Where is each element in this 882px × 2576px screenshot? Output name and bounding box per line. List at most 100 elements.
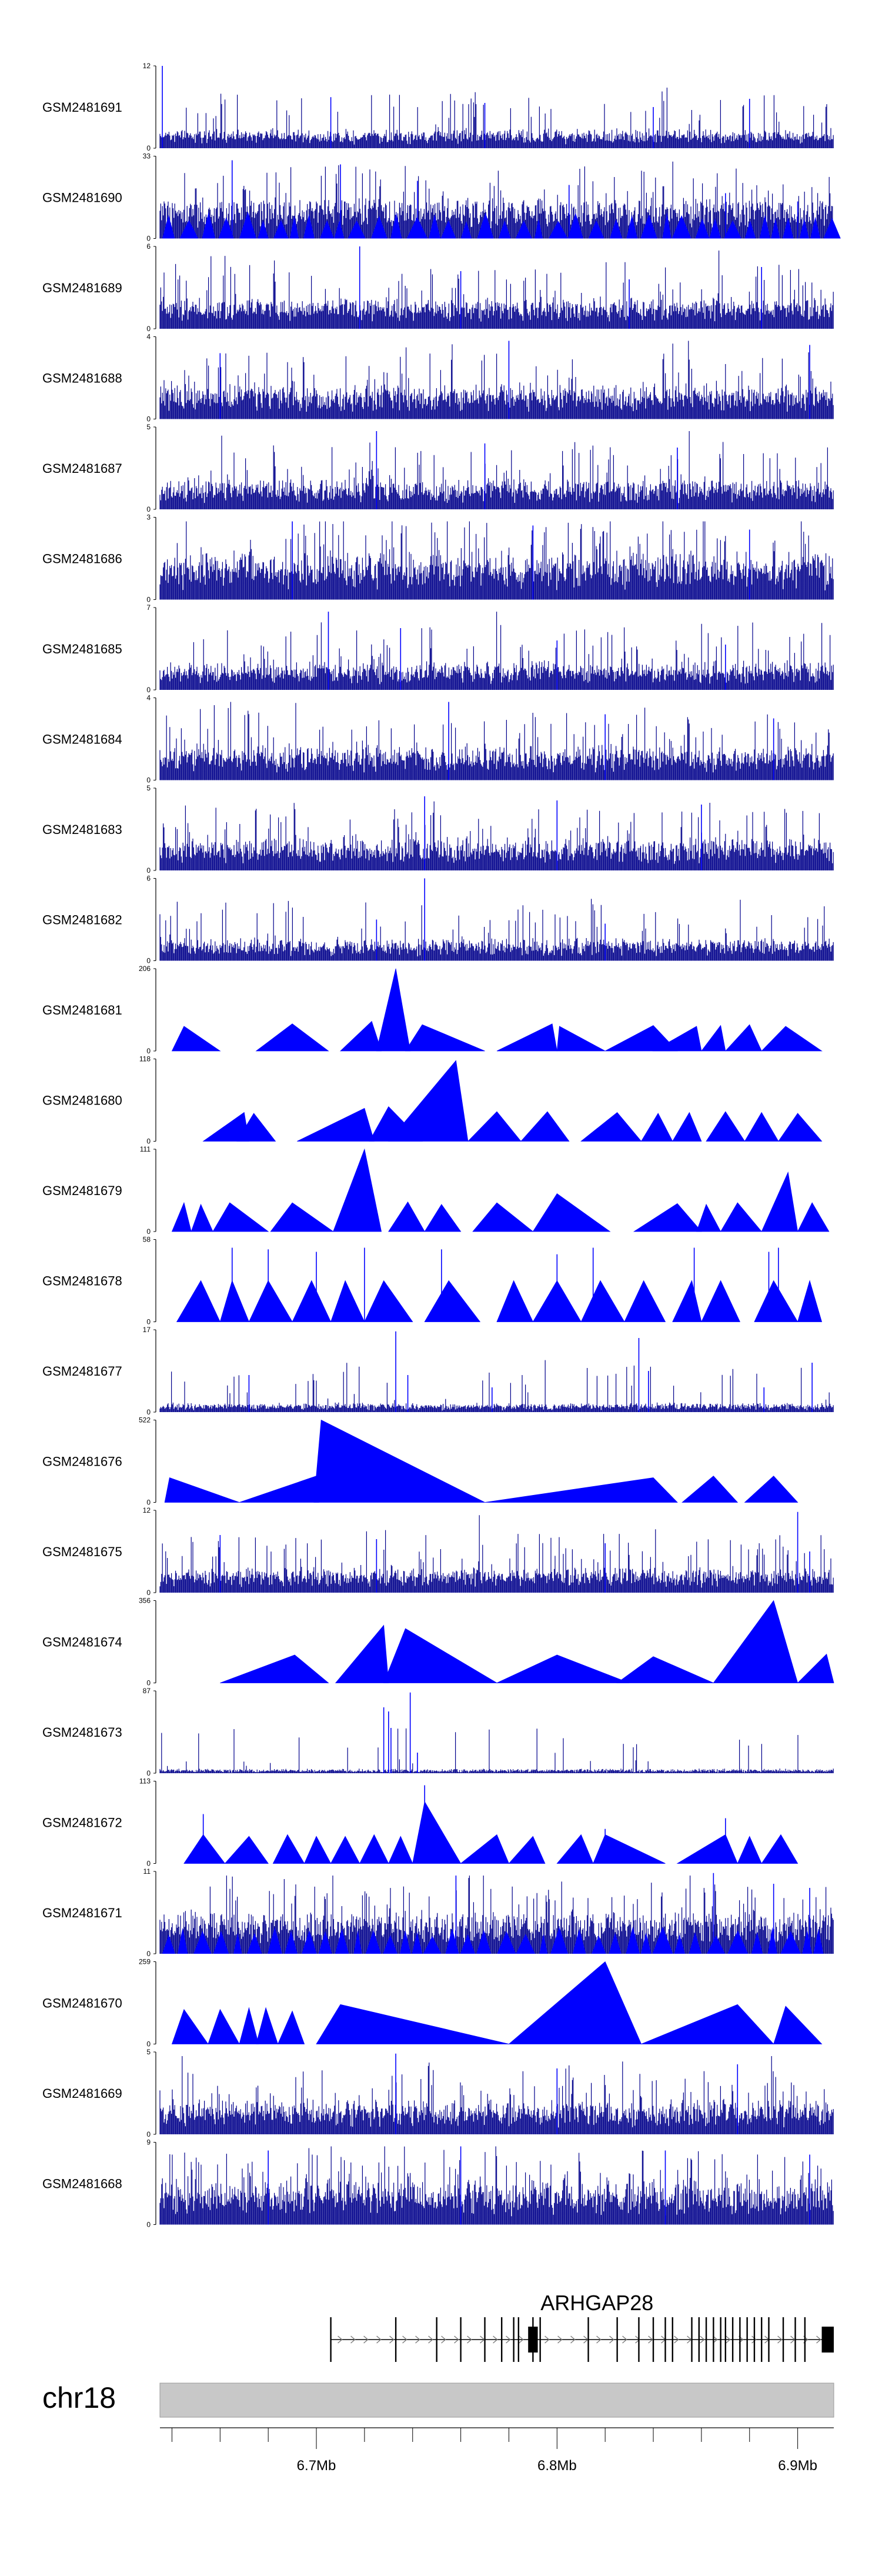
y-axis-min-label: 0	[146, 596, 151, 604]
baseline-peak-29	[652, 1926, 673, 1954]
baseline-peak-35	[771, 218, 780, 239]
track-GSM2481687[interactable]: GSM2481687 5 0	[42, 423, 834, 513]
baseline-peak-3	[213, 1930, 229, 1954]
track-label: GSM2481691	[42, 100, 122, 115]
baseline-peak-9	[319, 220, 335, 239]
track-GSM2481686[interactable]: GSM2481686 3 0	[42, 513, 834, 604]
peak-2	[272, 1834, 305, 1864]
y-axis-min-label: 0	[146, 2221, 151, 2229]
y-axis-max-label: 206	[139, 965, 151, 973]
baseline-peak-2	[202, 212, 216, 239]
peak-2	[339, 1020, 382, 1052]
y-axis-max-label: 522	[139, 1416, 151, 1424]
strand-arrow-12	[493, 2335, 498, 2344]
peak-3	[292, 1280, 332, 1322]
gene-model-arhgap28[interactable]	[330, 2317, 834, 2362]
y-axis-max-label: 4	[146, 333, 151, 341]
baseline-peak-0	[162, 1934, 175, 1954]
track-GSM2481690[interactable]: GSM2481690 33 0	[42, 152, 841, 243]
baseline-peak-36	[782, 218, 794, 239]
track-GSM2481681[interactable]: GSM2481681 206 0	[42, 965, 823, 1055]
baseline-peak-29	[671, 215, 691, 239]
strand-arrow-13	[506, 2335, 511, 2344]
peak-10	[624, 1280, 666, 1322]
track-GSM2481689[interactable]: GSM2481689 6 0	[42, 242, 834, 333]
baseline-peak-4	[239, 211, 257, 239]
baseline-peak-13	[383, 1934, 397, 1954]
track-GSM2481676[interactable]: GSM2481676 522 0	[42, 1416, 799, 1507]
baseline-peak-37	[799, 218, 810, 239]
track-GSM2481680[interactable]: GSM2481680 118 0	[42, 1055, 823, 1146]
track-GSM2481670[interactable]: GSM2481670 259 0	[42, 1958, 823, 2048]
peak-10	[724, 1024, 762, 1052]
y-axis-min-label: 0	[146, 415, 151, 423]
strand-arrow-30	[726, 2335, 731, 2344]
strand-arrow-9	[454, 2335, 459, 2344]
strand-arrow-4	[389, 2335, 395, 2344]
baseline-peak-5	[258, 220, 269, 239]
baseline-peak-12	[365, 1930, 381, 1954]
peak-13	[754, 1280, 799, 1322]
baseline-peak-1	[179, 219, 199, 239]
exon-16	[691, 2317, 693, 2362]
y-axis-min-label: 0	[146, 776, 151, 785]
peak-6	[424, 1280, 481, 1322]
y-axis-min-label: 0	[146, 144, 151, 152]
peak-3	[485, 1477, 678, 1503]
strand-arrow-6	[415, 2335, 420, 2344]
peak-10	[556, 1834, 594, 1864]
track-label: GSM2481677	[42, 1364, 122, 1379]
peak-2	[239, 2007, 259, 2044]
track-GSM2481668[interactable]: GSM2481668 9 0	[42, 2138, 834, 2229]
track-GSM2481674[interactable]: GSM2481674 356 0	[42, 1597, 834, 1687]
strand-arrow-26	[674, 2335, 679, 2344]
baseline-peak-28	[662, 212, 671, 239]
track-GSM2481678[interactable]: GSM2481678 58 0	[42, 1236, 823, 1326]
y-axis-max-label: 5	[146, 2048, 151, 2056]
exon-0	[330, 2317, 332, 2362]
track-label: GSM2481674	[42, 1635, 122, 1650]
track-GSM2481683[interactable]: GSM2481683 5 0	[42, 784, 834, 875]
baseline-peak-25	[592, 1935, 606, 1954]
peak-14	[797, 1280, 823, 1322]
track-GSM2481682[interactable]: GSM2481682 6 0	[42, 875, 834, 965]
peak-7	[496, 1280, 534, 1322]
peak-7	[641, 2004, 774, 2044]
track-GSM2481669[interactable]: GSM2481669 5 0	[42, 2048, 834, 2138]
baseline-peak-8	[302, 1930, 317, 1954]
y-axis-min-label: 0	[146, 1137, 151, 1146]
peak-0	[171, 2008, 209, 2044]
baseline-peak-9	[318, 1931, 332, 1954]
strand-arrow-8	[441, 2335, 446, 2344]
exon-17	[698, 2317, 700, 2362]
baseline-peak-33	[727, 1930, 749, 1954]
y-axis-min-label: 0	[146, 1769, 151, 1777]
track-GSM2481679[interactable]: GSM2481679 111 0	[42, 1145, 830, 1236]
track-label: GSM2481669	[42, 2086, 122, 2101]
peak-12	[676, 1834, 738, 1864]
track-GSM2481671[interactable]: GSM2481671 11 0	[42, 1867, 834, 1958]
peak-7	[412, 1801, 462, 1864]
track-GSM2481691[interactable]: GSM2481691 12 0	[42, 62, 834, 152]
track-GSM2481672[interactable]: GSM2481672 113 0	[42, 1777, 799, 1868]
baseline-peak-16	[440, 220, 456, 239]
track-label: GSM2481673	[42, 1725, 122, 1740]
baseline-peak-20	[515, 220, 532, 239]
strand-arrow-14	[519, 2335, 524, 2344]
peak-4	[277, 2010, 305, 2044]
track-GSM2481677[interactable]: GSM2481677 17 0	[42, 1326, 834, 1416]
y-axis-max-label: 7	[146, 603, 151, 612]
peak-5	[744, 1476, 799, 1503]
track-GSM2481673[interactable]: GSM2481673 87 0	[42, 1687, 834, 1777]
baseline-peak-28	[640, 1932, 652, 1954]
track-GSM2481684[interactable]: GSM2481684 4 0	[42, 694, 834, 785]
track-GSM2481688[interactable]: GSM2481688 4 0	[42, 333, 834, 423]
y-axis-max-label: 3	[146, 513, 151, 522]
y-axis-max-label: 118	[139, 1055, 151, 1063]
track-label: GSM2481684	[42, 732, 122, 747]
y-axis-min-label: 0	[146, 1860, 151, 1868]
baseline-peak-19	[476, 1930, 492, 1954]
chromosome-ideogram[interactable]	[159, 2383, 834, 2418]
track-GSM2481685[interactable]: GSM2481685 7 0	[42, 603, 834, 694]
track-GSM2481675[interactable]: GSM2481675 12 0	[42, 1506, 834, 1597]
